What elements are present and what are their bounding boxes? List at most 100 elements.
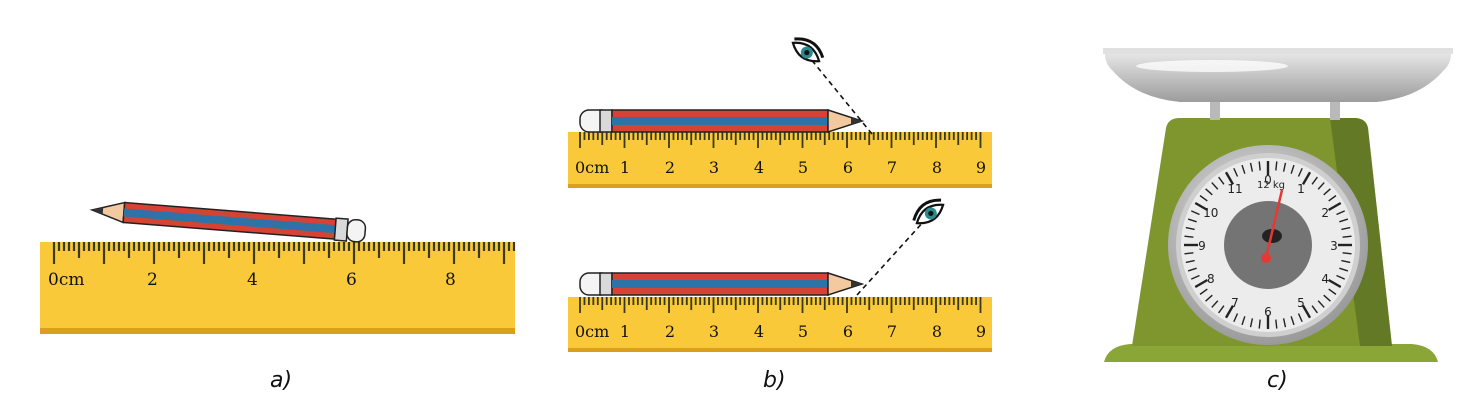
dial-label-2: 2: [1321, 206, 1329, 220]
dial-tick: [1241, 164, 1246, 174]
dial-tick: [1205, 188, 1213, 196]
dial-label-9: 9: [1198, 239, 1206, 253]
dial-tick: [1233, 313, 1239, 323]
panel-b: 0cm 1 2 3 4 5 6 7 8 9: [568, 37, 992, 352]
dial-tick: [1211, 300, 1219, 308]
ruler-b-bottom-label-1: 1: [620, 322, 630, 341]
ruler-b-bottom-ticks: [579, 297, 982, 313]
dial-label-4: 4: [1321, 272, 1329, 286]
dial-tick: [1323, 294, 1331, 302]
ruler-a-label-4: 4: [247, 270, 258, 290]
ruler-b-top-unit-label: 0cm: [575, 158, 609, 177]
dial-label-1: 1: [1297, 182, 1305, 196]
dial-label-3: 3: [1330, 239, 1338, 253]
caption-c: c): [1267, 368, 1288, 393]
dial-tick: [1301, 171, 1312, 185]
dial-tick: [1187, 267, 1197, 272]
ruler-a-unit-label: 0cm: [48, 270, 84, 290]
dial-tick: [1297, 313, 1303, 323]
ruler-b-top-label-7: 7: [887, 158, 897, 177]
dial-tick: [1233, 167, 1239, 177]
ruler-b-top-label-4: 4: [754, 158, 764, 177]
ruler-b-bottom-label-5: 5: [798, 322, 808, 341]
dial-label-8: 8: [1207, 272, 1215, 286]
dial-tick: [1342, 252, 1352, 255]
dial-tick: [1275, 161, 1278, 171]
dial-tick: [1282, 162, 1287, 172]
dial-tick: [1199, 288, 1208, 295]
ruler-a: 0cm 2 4 6 8: [40, 242, 516, 334]
ruler-b-bottom-label-2: 2: [665, 322, 675, 341]
dial-tick: [1199, 195, 1208, 202]
dial-tick: [1342, 235, 1352, 238]
dial-tick: [1336, 274, 1346, 280]
dial-tick: [1317, 300, 1325, 308]
ruler-b-top-label-6: 6: [843, 158, 853, 177]
caption-b: b): [763, 368, 786, 393]
dial-tick: [1317, 182, 1325, 190]
dial-tick: [1211, 182, 1219, 190]
caption-a: a): [270, 368, 293, 393]
ruler-a-label-2: 2: [147, 270, 158, 290]
dial-tick: [1184, 235, 1194, 238]
dial-tick: [1224, 171, 1235, 185]
ruler-b-bottom: 0cm 1 2 3 4 5 6 7 8 9: [568, 297, 992, 352]
sight-line-top: [809, 57, 873, 135]
sight-line-bottom: [856, 219, 926, 296]
panel-c: 12 kg 0 1 2 3 4 5 6 7 8 9 10 11: [1103, 48, 1453, 362]
ruler-b-bottom-label-9: 9: [976, 322, 986, 341]
dial-tick: [1339, 218, 1349, 223]
dial-label-7: 7: [1231, 296, 1239, 310]
ruler-b-bottom-label-4: 4: [754, 322, 764, 341]
ruler-b-top-label-9: 9: [976, 158, 986, 177]
ruler-b-bottom-unit-label: 0cm: [575, 322, 609, 341]
ruler-b-top: 0cm 1 2 3 4 5 6 7 8 9: [568, 132, 992, 188]
scale-dial: 12 kg 0 1 2 3 4 5 6 7 8 9 10 11: [1168, 145, 1368, 345]
dial-ticks: [1184, 161, 1352, 329]
ruler-b-top-label-2: 2: [665, 158, 675, 177]
dial-tick: [1205, 294, 1213, 302]
dial-tick: [1258, 161, 1261, 171]
dial-label-10: 10: [1203, 206, 1218, 220]
dial-tick: [1187, 218, 1197, 223]
dial-tick: [1185, 259, 1195, 264]
dial-labels: 0 1 2 3 4 5 6 7 8 9 10 11: [1198, 173, 1338, 319]
ruler-b-top-label-1: 1: [620, 158, 630, 177]
ruler-b-bottom-label-6: 6: [843, 322, 853, 341]
dial-tick: [1328, 278, 1342, 289]
dial-tick: [1190, 274, 1200, 280]
dial-tick: [1275, 319, 1278, 329]
dial-tick: [1301, 305, 1312, 319]
eye-icon: [912, 198, 945, 225]
dial-tick: [1328, 288, 1337, 295]
dial-tick: [1194, 278, 1208, 289]
ruler-b-bottom-label-7: 7: [887, 322, 897, 341]
ruler-b-top-label-8: 8: [932, 158, 942, 177]
ruler-b-top-label-3: 3: [709, 158, 719, 177]
scale-pan: [1104, 52, 1452, 102]
dial-tick: [1218, 305, 1225, 314]
scale-base: [1104, 344, 1438, 362]
dial-tick: [1258, 319, 1261, 329]
pencil-b-bottom: [579, 271, 865, 297]
ruler-b-top-labels: 1 2 3 4 5 6 7 8 9: [620, 158, 986, 177]
dial-needle: [1264, 189, 1284, 259]
ruler-a-label-6: 6: [346, 270, 357, 290]
ruler-b-bottom-labels: 1 2 3 4 5 6 7 8 9: [620, 322, 986, 341]
dial-tick: [1184, 252, 1194, 255]
dial-tick: [1241, 316, 1246, 326]
dial-tick: [1249, 318, 1254, 328]
ruler-a-ticks: [52, 242, 516, 264]
eye-icon: [791, 37, 825, 63]
dial-tick: [1341, 226, 1351, 231]
dial-label-0: 0: [1264, 173, 1272, 187]
dial-tick: [1297, 167, 1303, 177]
dial-tick: [1290, 164, 1295, 174]
dial-tick: [1311, 305, 1318, 314]
dial-tick: [1290, 316, 1295, 326]
panel-a: 0cm 2 4 6 8: [40, 201, 516, 334]
dial-tick: [1185, 226, 1195, 231]
dial-tick: [1339, 267, 1349, 272]
dial-tick: [1328, 201, 1342, 212]
